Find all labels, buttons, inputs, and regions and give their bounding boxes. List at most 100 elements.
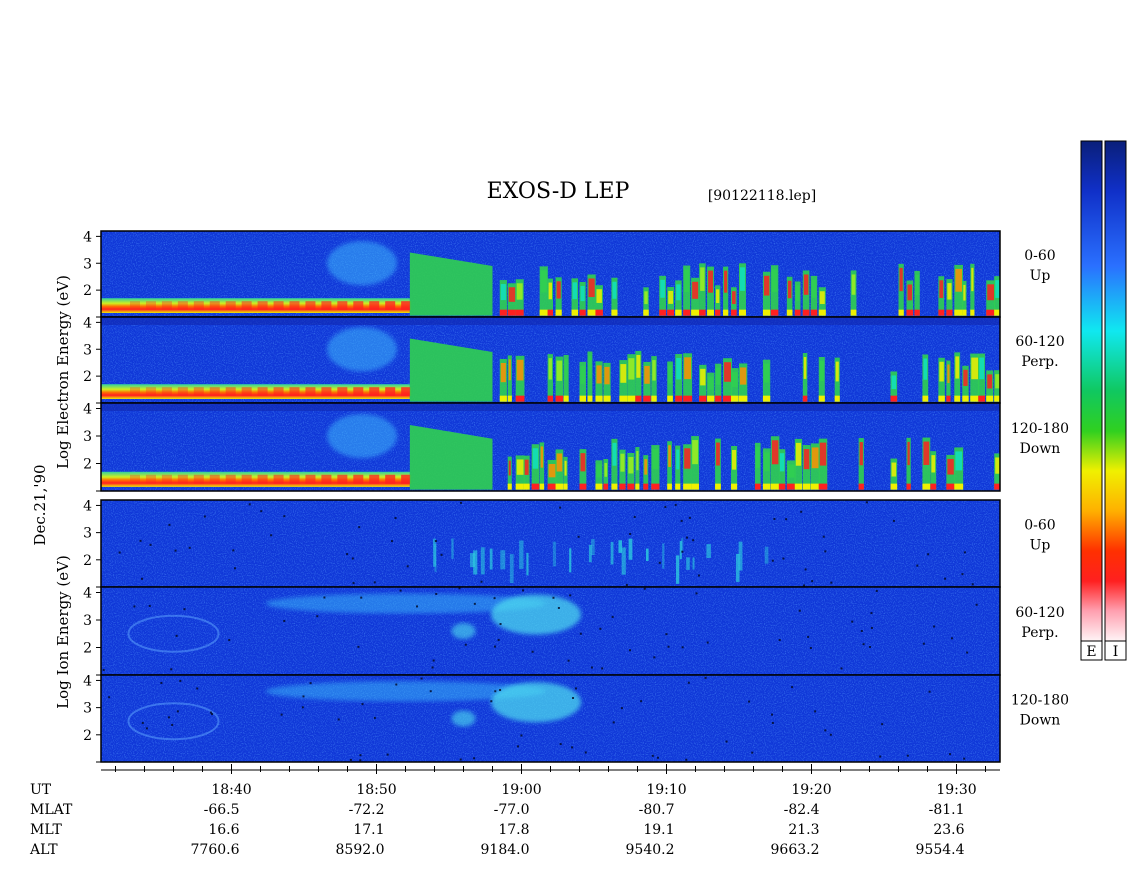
electron-burst-base (754, 483, 761, 490)
speckle (145, 727, 148, 730)
y-tick-label: 4 (83, 673, 92, 689)
electron-burst-base (810, 483, 820, 490)
electron-burst-base (810, 309, 818, 316)
y-tick-label: 2 (83, 641, 92, 657)
electron-burst-core (636, 451, 639, 471)
electron-burst-core (732, 450, 737, 470)
speckle (175, 634, 178, 637)
band-hotspot (209, 301, 220, 310)
electron-burst-core (716, 367, 721, 385)
speckle (961, 573, 964, 576)
panel-pitch-angle: 60-120 (1015, 334, 1064, 350)
electron-burst-core (524, 459, 529, 475)
speckle (807, 635, 810, 638)
ion-burst (509, 554, 514, 584)
electron-burst-core (580, 285, 585, 302)
speckle (440, 553, 443, 556)
electron-burst-base (762, 395, 771, 402)
speckle (656, 756, 659, 759)
speckle (685, 758, 688, 761)
electron-burst-base (906, 309, 914, 316)
panel-direction: Down (1020, 713, 1061, 729)
ion-burst (764, 546, 769, 564)
band-hotspot (369, 474, 380, 484)
speckle (800, 510, 803, 513)
speckle (840, 667, 843, 670)
electron-burst-base (770, 309, 779, 316)
electron-burst-core (732, 372, 738, 388)
electron-low-energy-band (101, 471, 410, 487)
electron-burst-base (938, 309, 945, 316)
band-hotspot (353, 301, 364, 310)
band-hotspot (145, 474, 156, 484)
ion-burst (735, 553, 740, 582)
electron-burst-base (946, 483, 955, 490)
electron-burst-core (724, 362, 731, 382)
speckle (349, 758, 352, 761)
ion-burst (473, 550, 478, 575)
electron-burst-core (516, 359, 524, 381)
speckle (949, 753, 952, 756)
speckle (435, 592, 438, 595)
electron-burst-core (588, 355, 592, 379)
time-tick-label: 18:50 (356, 782, 396, 798)
band-hotspot (337, 474, 348, 484)
speckle (798, 609, 801, 612)
speckle (870, 626, 873, 629)
speckle (688, 516, 691, 519)
band-hotspot (273, 301, 284, 310)
electron-burst-core (660, 279, 665, 298)
speckle (316, 615, 319, 618)
electron-burst-core (771, 269, 778, 292)
electron-burst-core (915, 274, 919, 296)
speckle (203, 515, 206, 518)
speckle (640, 700, 643, 703)
electron-burst-base (954, 483, 964, 490)
ion-arc (265, 593, 546, 614)
ephemeris-value: -72.2 (349, 802, 385, 818)
electron-burst-base (627, 483, 635, 490)
electron-burst-core (692, 281, 699, 299)
speckle (188, 546, 191, 549)
electron-burst-base (603, 395, 611, 402)
speckle (386, 753, 389, 756)
band-hotspot (225, 474, 236, 484)
colorbar-ion: I (1104, 140, 1127, 661)
electron-burst-core (652, 449, 659, 470)
electron-burst-base (818, 309, 826, 316)
speckle (174, 549, 177, 552)
electron-burst-core (548, 358, 552, 380)
speckle (881, 723, 884, 726)
panel-5-image (101, 675, 1000, 762)
speckle (667, 645, 670, 648)
ion-burst (618, 540, 623, 553)
speckle (822, 535, 825, 538)
electron-burst-base (651, 395, 657, 402)
electron-burst-base (643, 395, 651, 402)
time-axis: UT 18:40 18:50 19:00 19:10 19:20 19:30 (30, 764, 1000, 798)
y-tick-label: 4 (83, 586, 92, 602)
speckle (494, 690, 497, 693)
electron-burst-core (795, 285, 800, 301)
electron-burst-core (548, 463, 556, 478)
speckle (824, 550, 827, 553)
ion-burst (645, 548, 649, 561)
electron-burst-core (652, 360, 656, 381)
electron-burst-core (955, 451, 963, 471)
band-hotspot (193, 301, 204, 310)
speckle (773, 517, 776, 520)
electron-burst-base (611, 309, 618, 316)
speckle (569, 594, 572, 597)
electron-burst-base (906, 483, 911, 490)
band-hotspot (289, 301, 300, 310)
speckle (928, 690, 931, 693)
electron-burst-base (579, 309, 586, 316)
ephemeris-value: 9540.2 (626, 842, 675, 858)
panel-top-shade (101, 317, 1000, 325)
electron-burst-core (963, 284, 966, 301)
electron-burst-core (700, 368, 706, 386)
panel-electron-up: 2 3 4 0-60 Up (83, 229, 1056, 318)
file-name: [90122118.lep] (708, 188, 816, 204)
speckle (167, 716, 170, 719)
electron-burst-base (970, 395, 980, 402)
